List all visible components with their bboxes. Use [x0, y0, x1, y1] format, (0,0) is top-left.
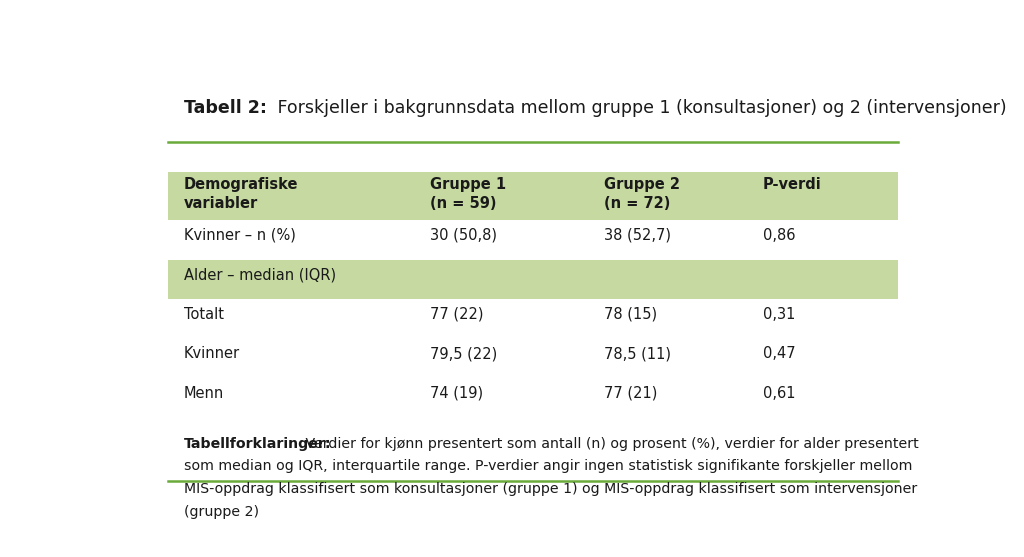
Text: 78,5 (11): 78,5 (11) — [604, 346, 671, 361]
Bar — [168, 260, 898, 299]
Text: Verdier for kjønn presentert som antall (n) og prosent (%), verdier for alder pr: Verdier for kjønn presentert som antall … — [301, 437, 919, 451]
Bar — [168, 172, 898, 220]
Bar — [168, 220, 898, 260]
Bar — [168, 339, 898, 378]
Text: Tabell 2:: Tabell 2: — [183, 99, 266, 117]
Text: 0,86: 0,86 — [763, 228, 796, 243]
Bar — [168, 299, 898, 339]
Bar — [168, 378, 898, 417]
Text: MIS-oppdrag klassifisert som konsultasjoner (gruppe 1) og MIS-oppdrag klassifise: MIS-oppdrag klassifisert som konsultasjo… — [183, 482, 916, 496]
Text: 79,5 (22): 79,5 (22) — [430, 346, 497, 361]
Text: som median og IQR, interquartile range. P-verdier angir ingen statistisk signifi: som median og IQR, interquartile range. … — [183, 460, 912, 473]
Text: 77 (21): 77 (21) — [604, 385, 657, 400]
Text: Totalt: Totalt — [183, 307, 223, 322]
Text: P-verdi: P-verdi — [763, 177, 821, 192]
Text: 74 (19): 74 (19) — [430, 385, 482, 400]
Text: 30 (50,8): 30 (50,8) — [430, 228, 497, 243]
Text: 0,31: 0,31 — [763, 307, 796, 322]
Text: Gruppe 2
(n = 72): Gruppe 2 (n = 72) — [604, 177, 680, 211]
Text: Kvinner – n (%): Kvinner – n (%) — [183, 228, 296, 243]
Text: 78 (15): 78 (15) — [604, 307, 657, 322]
Text: Forskjeller i bakgrunnsdata mellom gruppe 1 (konsultasjoner) og 2 (intervensjone: Forskjeller i bakgrunnsdata mellom grupp… — [272, 99, 1007, 117]
Text: 0,47: 0,47 — [763, 346, 796, 361]
Text: 38 (52,7): 38 (52,7) — [604, 228, 671, 243]
Text: Alder – median (IQR): Alder – median (IQR) — [183, 267, 336, 282]
Text: 77 (22): 77 (22) — [430, 307, 483, 322]
Text: Tabellforklaringer:: Tabellforklaringer: — [183, 437, 331, 451]
Text: Menn: Menn — [183, 385, 224, 400]
Text: (gruppe 2): (gruppe 2) — [183, 505, 258, 519]
Text: 0,61: 0,61 — [763, 385, 796, 400]
Text: Kvinner: Kvinner — [183, 346, 240, 361]
Text: Demografiske
variabler: Demografiske variabler — [183, 177, 298, 211]
Text: Gruppe 1
(n = 59): Gruppe 1 (n = 59) — [430, 177, 506, 211]
